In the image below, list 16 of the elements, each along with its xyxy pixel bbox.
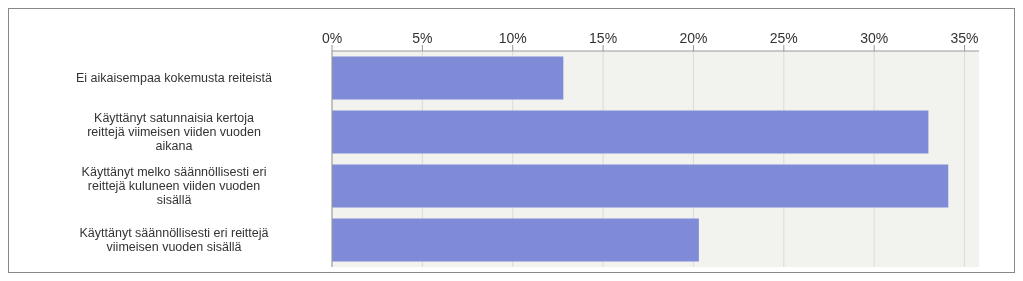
bar (332, 164, 949, 208)
bar (332, 56, 564, 100)
y-tick-label: Käyttänyt satunnaisia kertoja reittejä viimeisen viiden vuoden aikana (87, 111, 261, 153)
y-tick-label: Käyttänyt melko säännöllisesti eri reittejä kuluneen viiden vuoden sisällä (81, 165, 267, 207)
y-tick-label: Käyttänyt säännöllisesti eri reittejä viimeisen vuoden sisällä (79, 226, 269, 254)
x-tick-label: 10% (498, 30, 527, 46)
y-tick-label: Ei aikaisempaa kokemusta reiteistä (76, 71, 272, 85)
bar (332, 110, 929, 154)
x-tick-label: 0% (321, 30, 343, 46)
x-tick-label: 30% (860, 30, 889, 46)
x-tick-label: 15% (589, 30, 618, 46)
bar (332, 218, 699, 262)
x-tick-label: 25% (769, 30, 798, 46)
x-tick-label: 35% (950, 30, 979, 46)
x-tick-label: 20% (679, 30, 708, 46)
x-tick-label: 5% (412, 30, 433, 46)
